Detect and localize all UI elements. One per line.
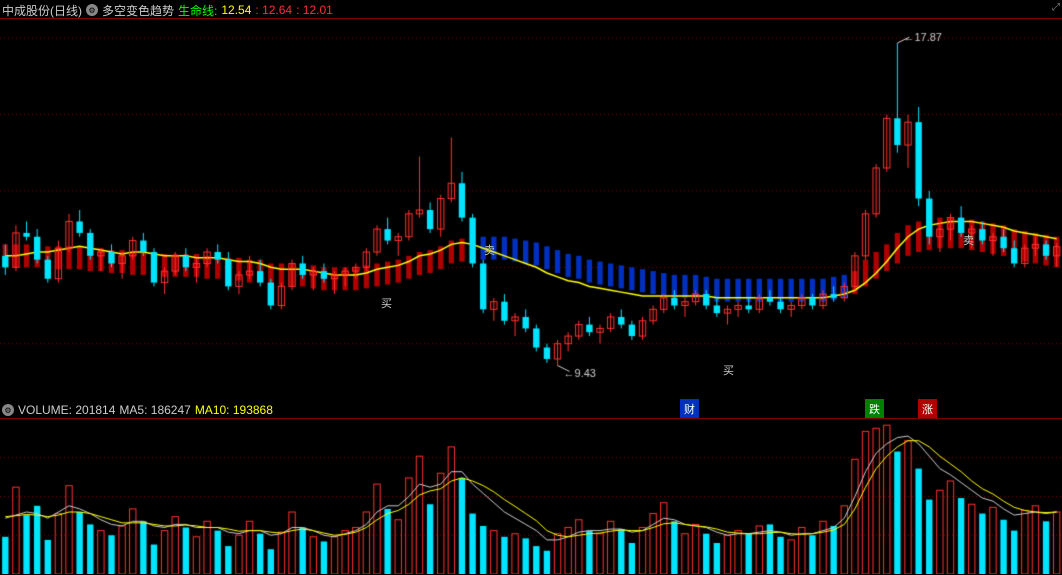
volume-label: VOLUME: 201814 [18, 403, 115, 417]
volume-chart[interactable] [0, 418, 1062, 573]
header-val3: : 12.01 [296, 3, 333, 17]
stock-name: 中成股份(日线) [2, 2, 82, 19]
vol-settings-icon[interactable]: ⚙ [2, 404, 14, 416]
life-line-label: 生命线: [178, 2, 217, 19]
settings-icon[interactable]: ⚙ [86, 4, 98, 16]
volume-header: ⚙ VOLUME: 201814 MA5: 186247 MA10: 19386… [2, 402, 1060, 418]
ma10-label: MA10: 193868 [195, 403, 273, 417]
main-header: 中成股份(日线) ⚙ 多空变色趋势 生命线: 12.54 : 12.64 : 1… [2, 2, 1060, 18]
indicator-name: 多空变色趋势 [102, 2, 174, 19]
main-chart[interactable]: 买卖买卖财跌涨 [0, 18, 1062, 400]
ma5-label: MA5: 186247 [119, 403, 190, 417]
header-val2: : 12.64 [255, 3, 292, 17]
life-line-value: 12.54 [221, 3, 251, 17]
